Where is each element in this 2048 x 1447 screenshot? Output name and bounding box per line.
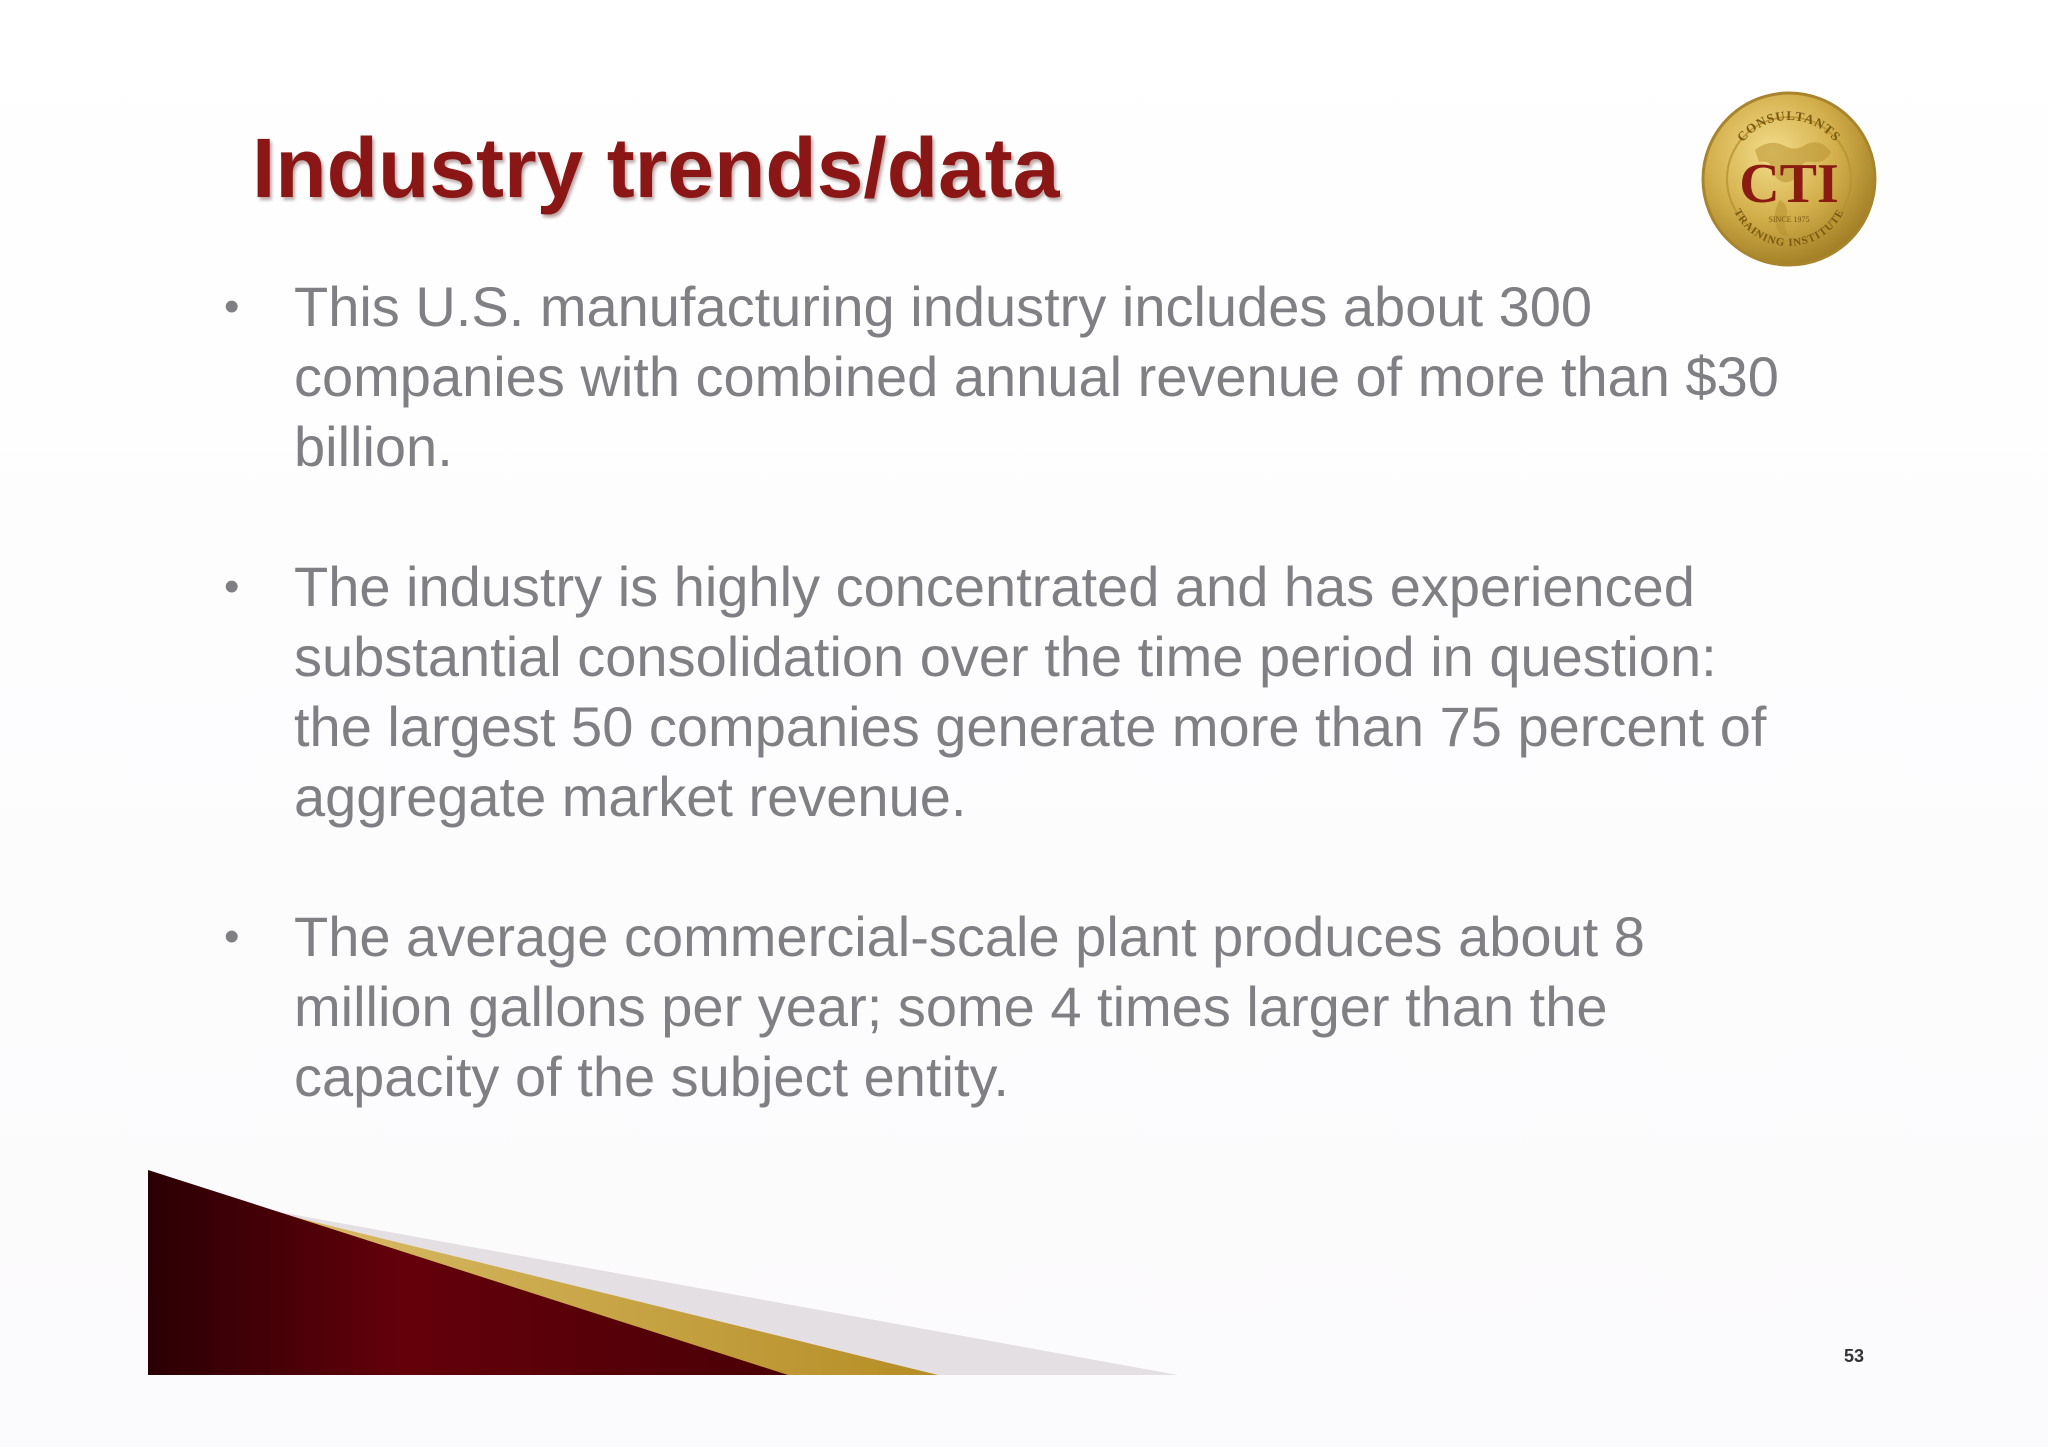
bullet-marker: • [224,912,240,961]
bullet-item: • The average commercial-scale plant pro… [224,902,1784,1112]
cti-logo: CTI CONSULTANTS TRAINING INSTITUTE SINCE… [1701,91,1877,267]
logo-since: SINCE 1975 [1768,215,1809,224]
swoosh-maroon-band [148,1170,788,1375]
bullet-item: • The industry is highly concentrated an… [224,552,1784,832]
bullet-marker: • [224,562,240,611]
bullet-text: The average commercial-scale plant produ… [294,905,1645,1108]
bullet-text: The industry is highly concentrated and … [294,555,1767,828]
bullet-list: • This U.S. manufacturing industry inclu… [224,272,1784,1182]
bullet-marker: • [224,282,240,331]
page-number: 53 [1844,1346,1865,1366]
logo-letters: CTI [1739,153,1839,215]
globe-icon [1755,142,1831,183]
bullet-text: This U.S. manufacturing industry include… [294,275,1779,478]
bullet-item: • This U.S. manufacturing industry inclu… [224,272,1784,482]
decorative-swoosh [148,1170,1178,1375]
slide-title: Industry trends/data [252,121,1060,215]
